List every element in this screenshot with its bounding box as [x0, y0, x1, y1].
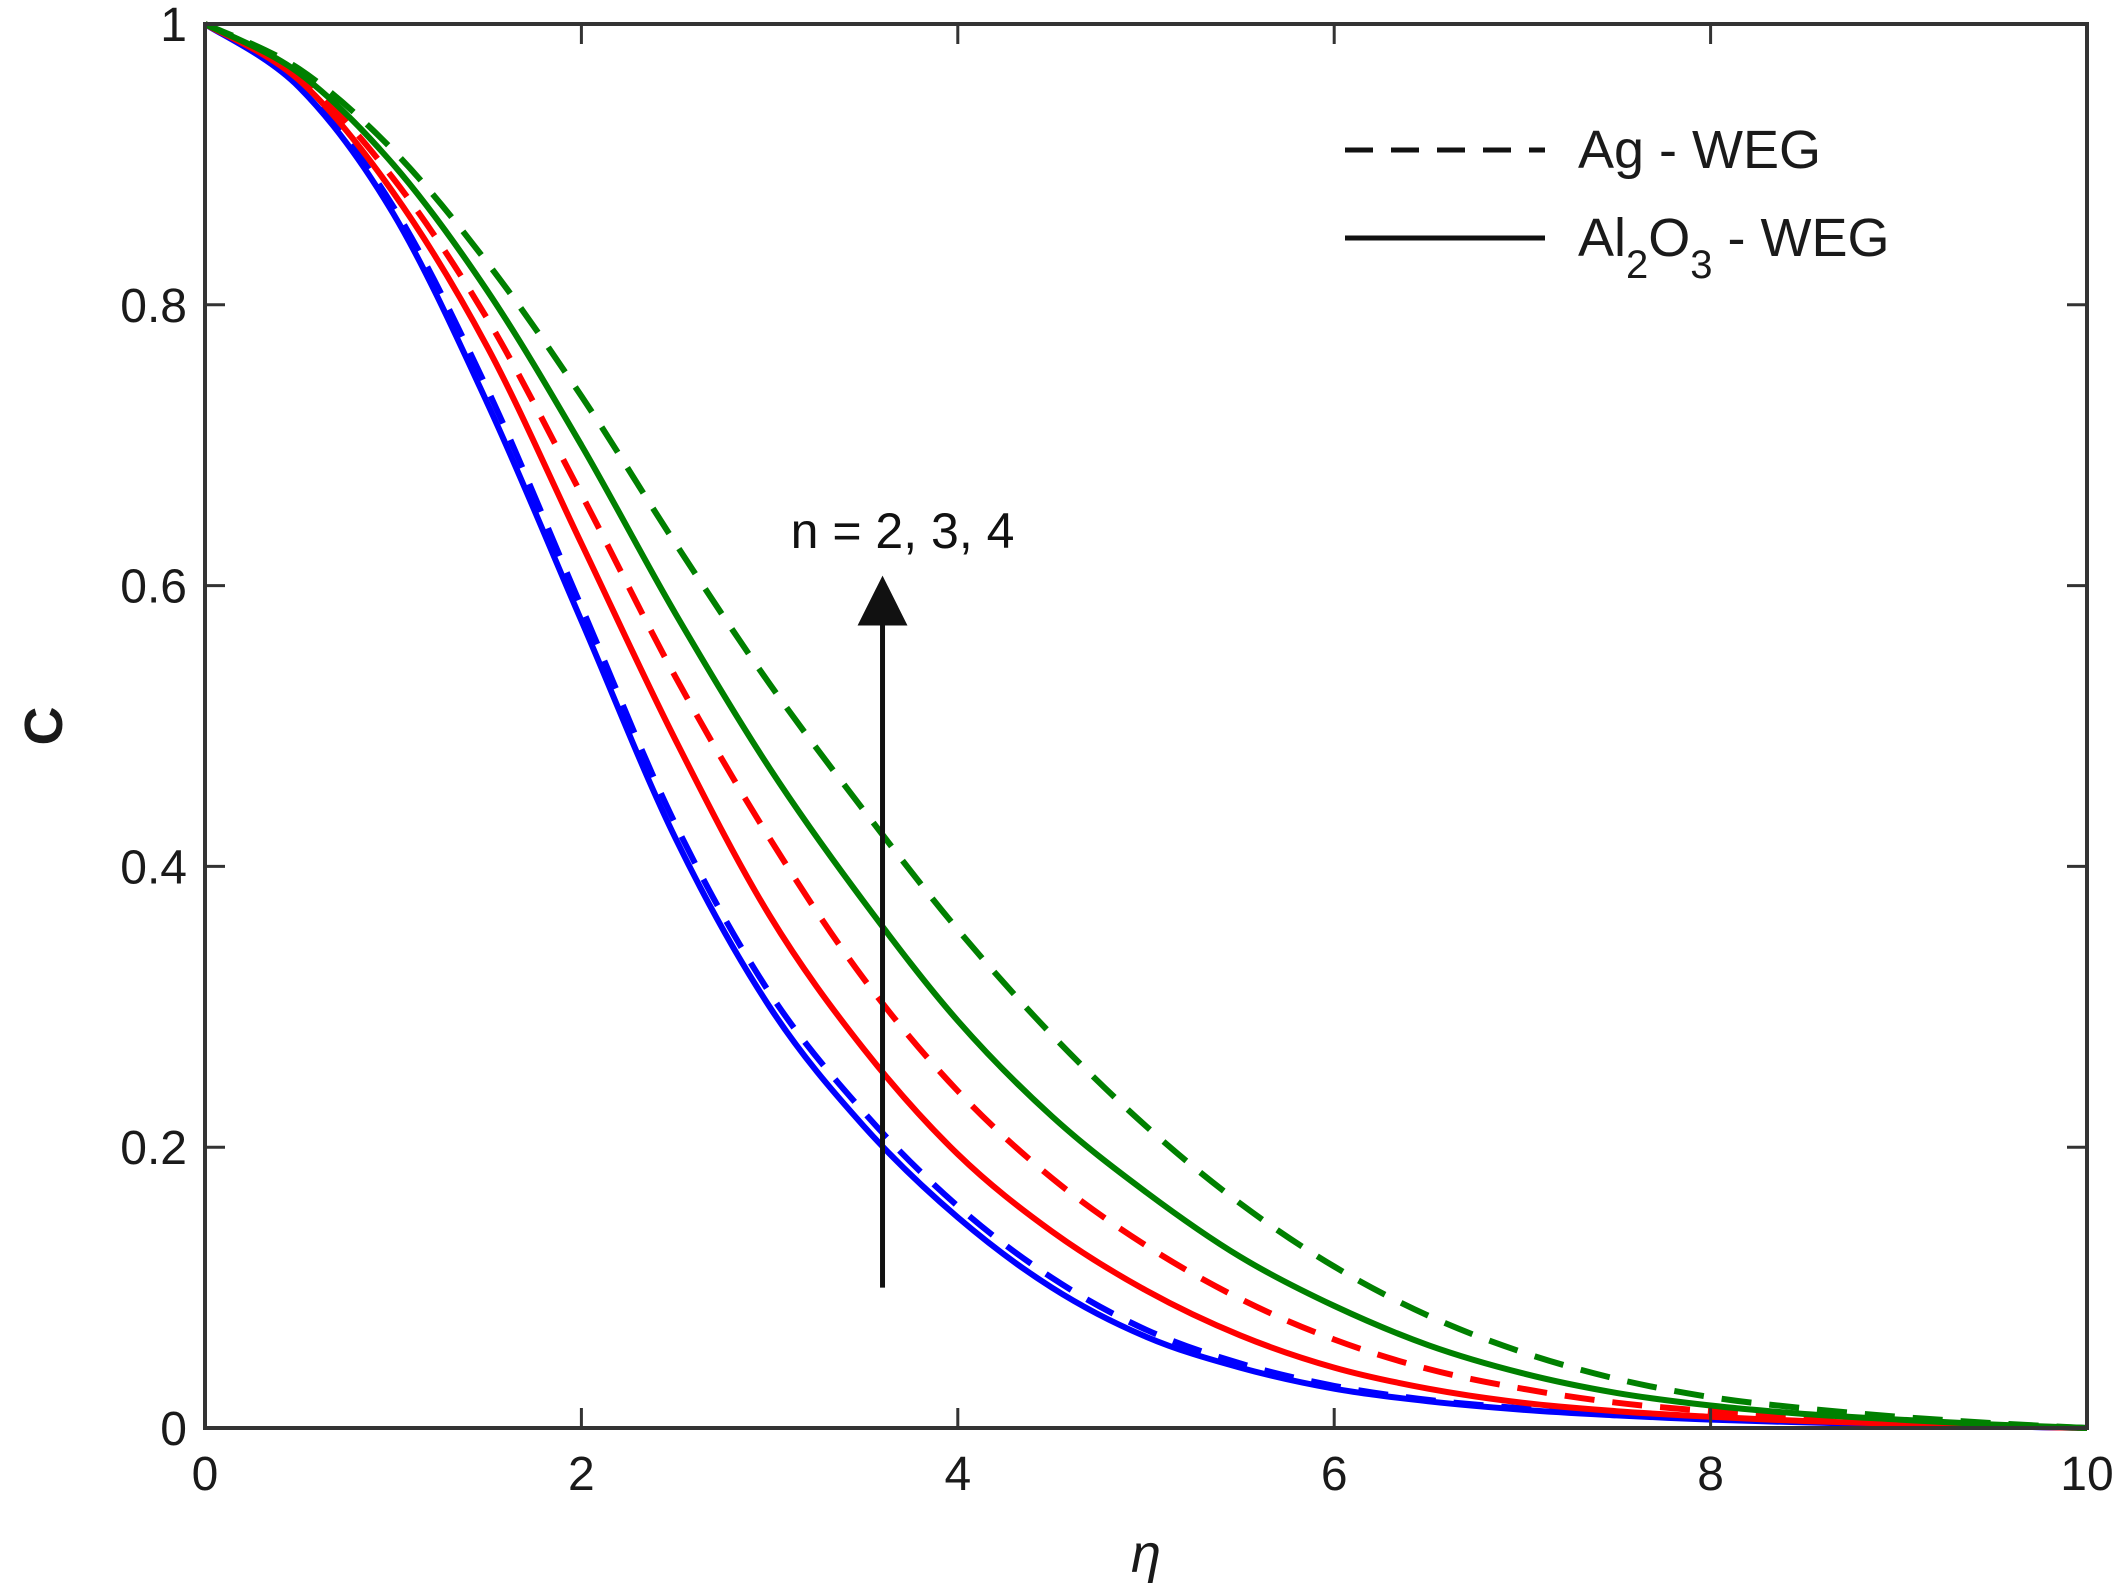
y-tick-label: 1	[160, 0, 187, 52]
x-tick-label: 2	[568, 1448, 595, 1501]
legend-label-sub-3: 3	[1690, 243, 1712, 287]
y-tick-label: 0.8	[120, 280, 187, 333]
y-tick-label: 0	[160, 1403, 187, 1456]
series-line-4	[203, 21, 2088, 1431]
x-tick-label: 8	[1697, 1448, 1724, 1501]
legend: Ag - WEG Al2O3 - WEG	[1345, 120, 1890, 287]
legend-label-al2o3-weg: Al2O3 - WEG	[1578, 208, 1890, 287]
x-tick-label: 6	[1321, 1448, 1348, 1501]
y-tick-label: 0.4	[120, 841, 187, 894]
legend-label-ag-weg: Ag - WEG	[1578, 120, 1821, 180]
trend-annotation: n = 2, 3, 4	[791, 503, 1015, 559]
y-axis-label: C	[14, 707, 74, 746]
y-tick-label: 0.2	[120, 1122, 187, 1175]
legend-label-weg: - WEG	[1713, 208, 1890, 268]
legend-label-sub-2: 2	[1626, 243, 1648, 287]
legend-label-al: Al	[1578, 208, 1626, 268]
y-tick-label: 0.6	[120, 561, 187, 614]
legend-label-o: O	[1648, 208, 1690, 268]
x-axis-label: η	[1131, 1524, 1161, 1584]
x-tick-label: 10	[2060, 1448, 2113, 1501]
series-line-2	[203, 21, 2088, 1431]
x-tick-label: 0	[192, 1448, 219, 1501]
x-tick-label: 4	[944, 1448, 971, 1501]
series-line-5	[203, 21, 2088, 1431]
plot-area-frame	[203, 22, 2089, 1430]
series-line-3	[203, 21, 2088, 1431]
